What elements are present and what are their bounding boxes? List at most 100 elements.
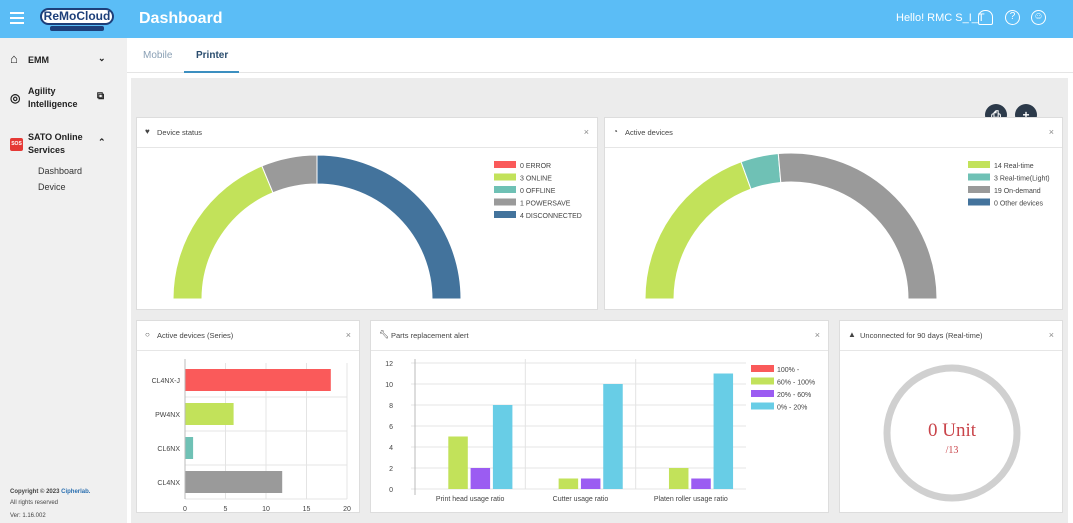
legend-label: 60% - 100% [777,380,815,387]
page-title: Dashboard [139,10,223,27]
legend-label: 14 Real-time [994,163,1034,170]
legend-swatch [494,211,516,218]
agility-icon: ◎ [10,91,21,105]
category-label: Cutter usage ratio [553,496,609,503]
tab-mobile[interactable]: Mobile [143,50,173,61]
close-icon[interactable]: × [345,330,351,340]
legend-label: 0 OFFLINE [520,188,556,195]
legend-swatch [968,161,990,168]
tab-printer[interactable]: Printer [196,50,229,61]
wrench-icon: 🔧︎ [379,330,390,339]
tick-label: 8 [389,403,393,410]
bar [691,478,711,489]
unconnected-ring [883,364,1021,502]
tick-label: 6 [389,424,393,431]
bell-icon[interactable] [978,10,993,25]
legend-label: 4 DISCONNECTED [520,213,582,220]
series-card: ○ Active devices (Series) × 0 5 10 15 20 CL4NX-… [136,320,360,513]
tick-label: 20 [343,506,351,513]
category-label: Print head usage ratio [436,496,505,503]
tick-label: 5 [224,506,228,513]
tick-label: 15 [303,506,311,513]
active-tab-indicator [184,71,239,73]
bar [185,437,194,459]
sidebar-item-device[interactable]: Device [38,182,66,192]
bar [492,405,513,489]
close-icon[interactable]: × [1048,127,1054,137]
tick-label: 10 [262,506,270,513]
series-bar-chart: 0 5 10 15 20 CL4NX-J PW4NX CL6NX CL4NX [152,359,351,513]
tick-label: 10 [385,382,393,389]
unconnected-total: /13 [945,445,959,456]
category-label: CL4NX [157,480,180,487]
bar [713,373,734,489]
close-icon[interactable]: × [1048,330,1054,340]
legend-swatch [751,365,774,372]
legend-swatch [968,173,990,181]
sidebar-item-dashboard[interactable]: Dashboard [38,166,83,176]
bar [470,468,491,489]
parts-card: 🔧︎ Parts replacement alert × 0 2 4 6 8 10 12 Prin… [370,320,829,513]
category-label: PW4NX [155,412,180,419]
bar [603,384,623,489]
gauge-slice [644,161,752,300]
bar [580,478,601,489]
warning-icon: ▲ [848,330,856,339]
tick-label: 12 [385,361,393,368]
tick-label: 2 [389,466,393,473]
external-link-icon: ⧉ [97,91,105,102]
legend-label: 19 On-demand [994,188,1041,195]
device-status-card: ♥ Device status × 0 ERROR 3 ONLINE 0 OFFLINE… [136,117,598,310]
legend-label: 100% - [777,367,800,374]
legend-label: 1 POWERSAVE [520,201,571,208]
bar [448,436,468,489]
gauge-slice [316,154,462,300]
legend-swatch [494,173,516,181]
legend-swatch [494,161,516,168]
tick-label: 0 [183,506,187,513]
legend-label: 0 Other devices [994,201,1044,208]
sidebar: ⌂ EMM ⌄ ◎ Agility Intelligence ⧉ SOS SAT… [0,38,127,523]
logo[interactable]: ReMoCloud [40,4,114,31]
legend-swatch [751,390,774,397]
legend-label: 3 ONLINE [520,176,552,183]
legend-swatch [751,402,774,410]
legend-label: 20% - 60% [777,392,811,399]
gauge-slice [172,165,274,300]
gauge-slice [777,152,938,300]
heart-pulse-icon: ♥ [145,127,150,136]
close-icon[interactable]: × [814,330,820,340]
close-icon[interactable]: × [583,127,589,137]
circle-icon: ○ [145,330,150,339]
legend-swatch [968,198,990,206]
legend-label: 0% - 20% [777,405,807,412]
category-label: Platen roller usage ratio [654,496,728,503]
active-devices-card: ◔ Active devices × 14 Real-time 3 Real-time… [604,117,1063,310]
bar [558,478,579,489]
unconnected-value: 0 Unit [927,420,977,441]
gauge-slice [261,154,318,194]
legend-label: 0 ERROR [520,163,551,170]
bar [185,403,234,425]
legend-swatch [751,377,774,385]
legend-swatch [494,186,516,193]
account-icon[interactable]: ☺ [1031,10,1046,25]
menu-icon[interactable] [10,12,24,24]
tick-label: 0 [389,487,393,494]
parts-bar-chart: 0 2 4 6 8 10 12 Print head usage ratio Cutter us… [385,359,815,503]
category-label: CL6NX [157,446,180,453]
app-header: ReMoCloud Dashboard Hello! RMC S_I_T ? ☺ [0,0,1073,38]
device-status-chart: 0 ERROR 3 ONLINE 0 OFFLINE 1 POWERSAVE 4 DIS… [172,154,582,300]
gauge-icon: ◔ [613,127,618,136]
tab-bar: Mobile Printer [127,38,1073,73]
help-icon[interactable]: ? [1005,10,1020,25]
home-icon: ⌂ [10,51,18,66]
tick-label: 4 [389,445,393,452]
legend-swatch [494,198,516,206]
sos-icon: SOS [10,138,23,151]
company-link[interactable]: Cipherlab. [61,489,91,495]
bar [668,468,689,489]
active-devices-chart: 14 Real-time 3 Real-time(Light) 19 On-dema… [644,152,1050,300]
category-label: CL4NX-J [152,378,180,385]
chevron-up-icon: ⌃ [98,137,106,147]
